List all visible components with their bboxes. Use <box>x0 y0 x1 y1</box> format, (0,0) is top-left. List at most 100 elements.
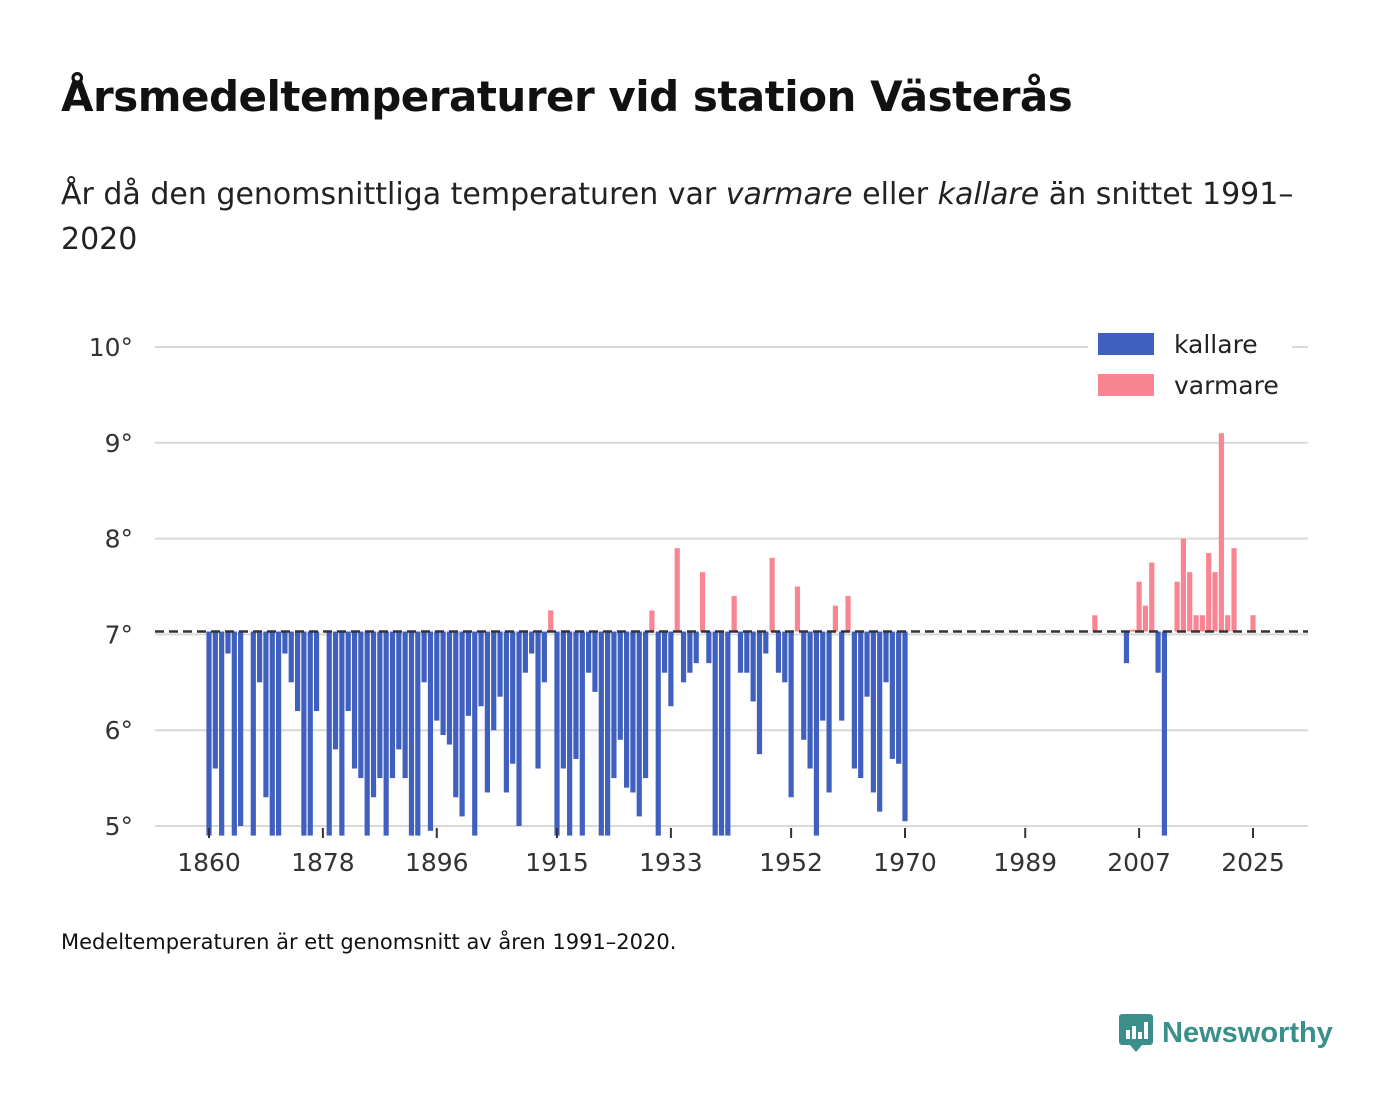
bar-2021 <box>1225 615 1231 632</box>
legend-swatch-warm <box>1098 374 1154 396</box>
x-tick-label-1896: 1896 <box>405 848 469 877</box>
bar-1943 <box>731 596 737 632</box>
bar-1887 <box>377 631 383 779</box>
bar-1869 <box>263 631 269 798</box>
bar-1946 <box>750 631 756 702</box>
y-axis-labels: 5° 6° 7° 8° 9° 10° <box>89 333 133 841</box>
bar-1919 <box>579 631 585 836</box>
x-tick-label-2025: 2025 <box>1221 848 1285 877</box>
bar-1936 <box>687 631 693 673</box>
bar-1865 <box>238 631 244 826</box>
subtitle-cold-word: kallare <box>937 177 1040 212</box>
bar-1948 <box>763 631 769 654</box>
bar-1958 <box>826 631 832 793</box>
y-tick-label-8: 8° <box>105 525 133 554</box>
bar-2018 <box>1206 552 1212 632</box>
bar-1883 <box>351 631 358 769</box>
bar-1881 <box>339 631 345 836</box>
bar-1901 <box>465 631 472 716</box>
subtitle-text-end: än snittet 1991–2020 <box>61 177 1294 257</box>
temperature-bar-chart: 5° 6° 7° 8° 9° 10° 1860 1878 1896 1915 1933 1952 19… <box>89 328 1308 877</box>
bar-2008 <box>1142 605 1149 632</box>
x-tick-label-1915: 1915 <box>525 848 589 877</box>
bar-1926 <box>624 631 630 788</box>
bar-1908 <box>510 631 516 764</box>
bar-1956 <box>813 631 820 836</box>
bar-2006 <box>1130 629 1136 632</box>
brand-logo: Newsworthy <box>1118 1012 1333 1054</box>
bar-1925 <box>617 631 623 740</box>
bar-1969 <box>896 631 902 764</box>
x-tick-label-1933: 1933 <box>639 848 703 877</box>
bar-1875 <box>301 631 307 836</box>
bar-1891 <box>402 631 408 779</box>
bar-1870 <box>269 631 275 836</box>
subtitle-text-mid: eller <box>852 177 938 212</box>
bar-1933 <box>668 631 674 707</box>
bar-1886 <box>370 631 377 798</box>
y-tick-label-10: 10° <box>89 333 133 362</box>
y-tick-label-9: 9° <box>105 429 133 458</box>
bar-1935 <box>680 631 687 683</box>
bar-1906 <box>497 631 503 697</box>
bar-2013 <box>1174 581 1180 632</box>
bar-1884 <box>358 631 364 779</box>
x-axis: 1860 1878 1896 1915 1933 1952 1970 1989 2007 2025 <box>177 828 1285 877</box>
bar-1928 <box>636 631 642 817</box>
bar-1965 <box>870 631 876 793</box>
bar-1949 <box>769 557 775 632</box>
bar-1909 <box>516 631 522 826</box>
bar-1893 <box>415 631 421 836</box>
bar-1930 <box>649 610 655 632</box>
bar-2017 <box>1199 615 1205 632</box>
legend-label-cold: kallare <box>1174 330 1258 359</box>
bar-1876 <box>307 631 313 836</box>
bar-1960 <box>839 631 845 721</box>
bar-2025 <box>1250 615 1256 632</box>
bar-1923 <box>605 631 611 836</box>
bar-1877 <box>313 631 320 712</box>
bar-1931 <box>655 631 661 836</box>
bar-2019 <box>1212 572 1218 632</box>
x-tick-label-1860: 1860 <box>177 848 241 877</box>
subtitle-text-start: År då den genomsnittliga temperaturen va… <box>61 177 726 212</box>
bar-1917 <box>567 631 573 836</box>
bar-1929 <box>642 631 649 779</box>
bar-1964 <box>864 631 870 697</box>
bar-1894 <box>421 631 427 683</box>
y-tick-label-5: 5° <box>105 812 133 841</box>
x-tick-label-1970: 1970 <box>873 848 937 877</box>
bar-1915 <box>554 631 560 836</box>
bar-1907 <box>503 631 509 793</box>
bar-1937 <box>693 631 699 664</box>
bar-1864 <box>231 631 237 836</box>
chart-title: Årsmedeltemperaturer vid station Västerå… <box>61 72 1073 121</box>
bar-1916 <box>560 631 566 769</box>
bar-1953 <box>794 586 801 632</box>
bar-1912 <box>535 631 541 769</box>
legend: kallare varmare <box>1088 328 1292 422</box>
bar-2010 <box>1155 631 1161 673</box>
bar-1880 <box>332 631 339 750</box>
x-tick-label-1952: 1952 <box>759 848 823 877</box>
bar-1889 <box>389 631 396 779</box>
bar-1902 <box>472 631 478 836</box>
x-tick-label-1989: 1989 <box>993 848 1057 877</box>
bar-1873 <box>288 631 294 683</box>
x-tick-label-2007: 2007 <box>1107 848 1171 877</box>
bar-1863 <box>225 631 231 654</box>
bar-2014 <box>1180 538 1186 632</box>
bar-1945 <box>744 631 750 673</box>
bar-1959 <box>832 605 838 632</box>
chart-subtitle: År då den genomsnittliga temperaturen va… <box>61 172 1301 262</box>
bar-1968 <box>889 631 895 759</box>
bar-2009 <box>1149 562 1155 632</box>
bar-1867 <box>250 631 256 836</box>
bar-1939 <box>706 631 712 664</box>
bar-1938 <box>699 572 706 632</box>
bar-1963 <box>858 631 864 779</box>
bar-1921 <box>592 631 598 692</box>
bar-1954 <box>801 631 807 740</box>
bar-2000 <box>1092 615 1098 632</box>
bar-1911 <box>529 631 535 654</box>
